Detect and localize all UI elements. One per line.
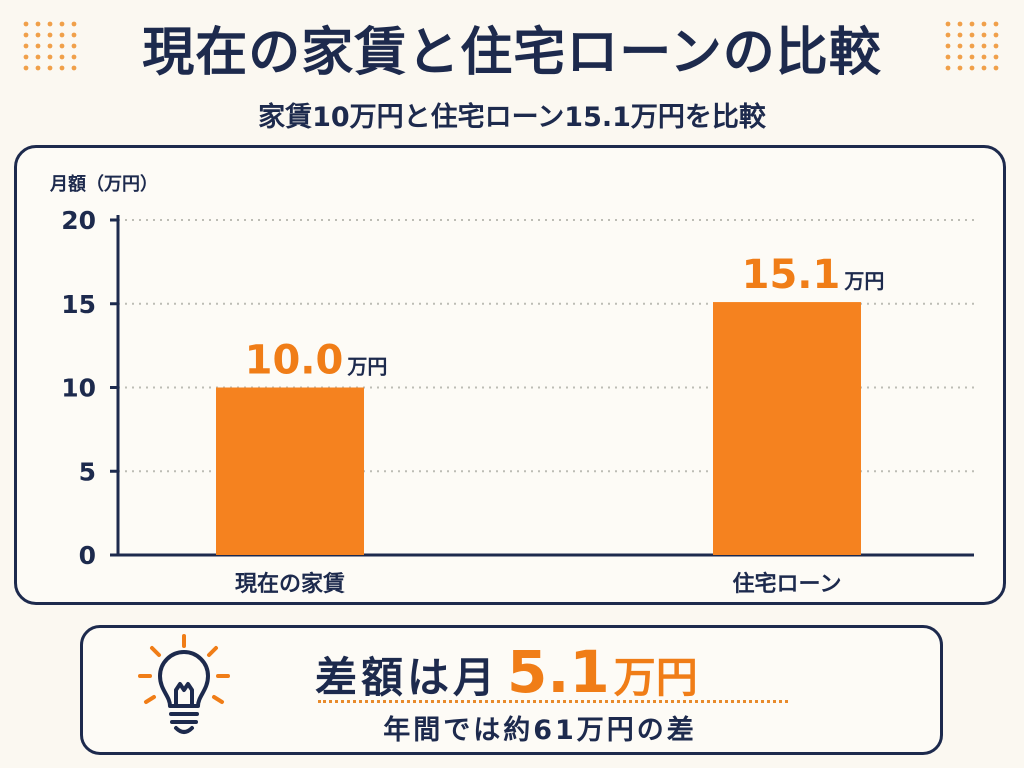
summary-headline-value: 5.1 — [507, 638, 610, 706]
y-tick-label: 10 — [61, 374, 96, 403]
data-label: 15.1 万円 — [742, 252, 885, 298]
dot-grid-icon — [945, 21, 999, 71]
summary-subtext: 年間では約61万円の差 — [383, 715, 697, 746]
page-title: 現在の家賃と住宅ローンの比較 — [142, 23, 882, 83]
bar — [216, 387, 364, 555]
x-tick-label: 現在の家賃 — [235, 571, 345, 597]
y-tick-label: 15 — [61, 290, 96, 319]
summary-divider — [318, 700, 788, 703]
summary-headline: 差額は月 5.1万円 — [315, 638, 775, 706]
y-axis-title: 月額（万円） — [50, 174, 158, 195]
summary-headline-unit: 万円 — [613, 653, 698, 702]
y-tick-label: 0 — [79, 541, 96, 570]
summary-card — [80, 625, 943, 755]
y-tick-label: 20 — [61, 206, 96, 235]
summary-headline-prefix: 差額は月 — [315, 653, 500, 702]
x-tick-label: 住宅ローン — [733, 571, 842, 597]
data-label: 10.0 万円 — [245, 338, 388, 384]
bar — [713, 302, 861, 555]
y-tick-label: 5 — [79, 457, 96, 486]
lightbulb-icon — [138, 634, 230, 734]
page-subtitle: 家賃10万円と住宅ローン15.1万円を比較 — [258, 102, 766, 133]
dot-grid-icon — [23, 21, 77, 71]
